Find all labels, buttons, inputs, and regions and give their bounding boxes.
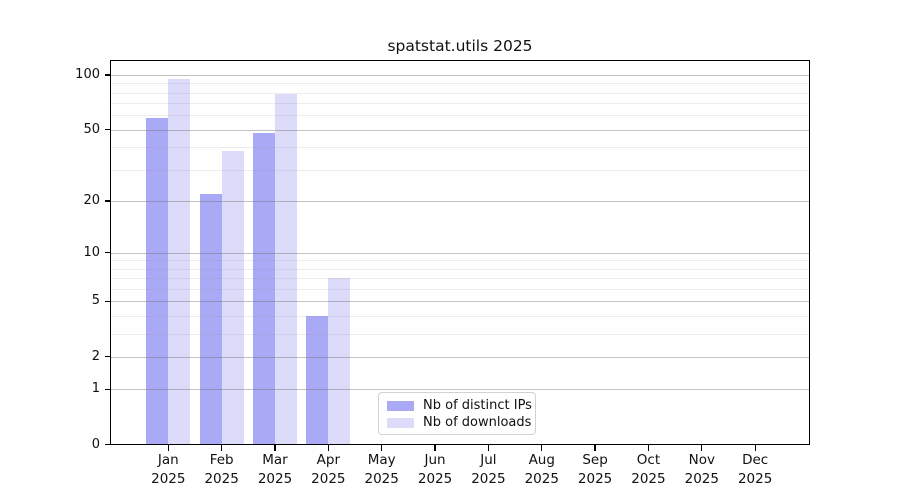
y-tick-label: 100 xyxy=(75,67,100,82)
bar-distinct-ips xyxy=(199,193,222,444)
y-major-gridline xyxy=(111,389,809,391)
x-tick-mark xyxy=(647,444,650,451)
x-tick-label: Jun 2025 xyxy=(417,452,453,487)
legend-label-distinct-ips: Nb of distinct IPs xyxy=(423,398,532,413)
x-tick-label: May 2025 xyxy=(364,452,399,487)
y-major-gridline xyxy=(111,75,809,77)
bar-downloads xyxy=(221,151,244,444)
y-tick-label: 2 xyxy=(91,348,100,364)
y-tick-mark xyxy=(104,444,111,446)
y-minor-gridline xyxy=(111,315,809,317)
y-major-gridline xyxy=(111,356,809,358)
legend-item-distinct-ips: Nb of distinct IPs xyxy=(387,397,532,414)
y-minor-gridline xyxy=(111,92,809,94)
y-tick-label: 10 xyxy=(83,244,100,260)
y-tick-label: 1 xyxy=(91,381,100,397)
legend-label-downloads: Nb of downloads xyxy=(423,415,532,430)
y-major-gridline xyxy=(111,129,809,131)
y-minor-gridline xyxy=(111,278,809,280)
bar-downloads xyxy=(168,79,191,444)
legend: Nb of distinct IPs Nb of downloads xyxy=(378,392,536,435)
x-tick-label: Dec 2025 xyxy=(737,452,773,487)
y-minor-gridline xyxy=(111,83,809,85)
y-tick-mark xyxy=(104,388,111,390)
x-tick-mark xyxy=(487,444,490,451)
y-minor-gridline xyxy=(111,115,809,117)
y-minor-gridline xyxy=(111,169,809,171)
x-tick-mark xyxy=(754,444,756,451)
x-tick-label: Jan 2025 xyxy=(151,452,186,487)
x-tick-mark xyxy=(327,444,329,451)
y-minor-gridline xyxy=(111,147,809,149)
y-minor-gridline xyxy=(111,288,809,290)
x-tick-mark xyxy=(274,444,276,451)
x-tick-label: Apr 2025 xyxy=(311,452,346,487)
x-tick-label: Aug 2025 xyxy=(524,452,559,487)
x-tick-mark xyxy=(434,444,436,451)
x-tick-mark xyxy=(167,444,169,451)
x-tick-mark xyxy=(221,444,223,451)
bar-downloads xyxy=(328,278,351,444)
x-tick-mark xyxy=(594,444,596,451)
y-minor-gridline xyxy=(111,333,809,335)
chart-title: spatstat.utils 2025 xyxy=(387,37,533,55)
x-tick-label: Sep 2025 xyxy=(577,452,613,487)
y-tick-label: 20 xyxy=(83,192,100,208)
y-major-gridline xyxy=(111,301,809,303)
y-tick-mark xyxy=(104,200,111,202)
y-tick-mark xyxy=(104,252,111,254)
x-tick-label: Nov 2025 xyxy=(684,452,719,487)
y-tick-mark xyxy=(104,356,111,358)
y-tick-mark xyxy=(104,74,111,76)
x-tick-mark xyxy=(381,444,383,451)
y-tick-label: 50 xyxy=(83,121,100,137)
bar-distinct-ips xyxy=(253,132,275,444)
y-major-gridline xyxy=(111,252,809,254)
y-tick-mark xyxy=(104,129,111,131)
x-tick-label: Mar 2025 xyxy=(257,452,293,487)
legend-item-downloads: Nb of downloads xyxy=(387,414,531,431)
y-tick-label: 0 xyxy=(91,436,100,452)
y-tick-mark xyxy=(104,300,111,302)
bar-distinct-ips xyxy=(146,118,169,444)
bar-distinct-ips xyxy=(306,315,329,444)
legend-swatch-downloads xyxy=(387,417,414,428)
x-tick-label: Oct 2025 xyxy=(631,452,666,487)
x-tick-label: Feb 2025 xyxy=(204,452,239,487)
y-tick-label: 5 xyxy=(91,293,100,309)
legend-swatch-distinct-ips xyxy=(387,400,414,411)
x-tick-label: Jul 2025 xyxy=(471,452,506,487)
bar-downloads xyxy=(275,93,297,444)
y-minor-gridline xyxy=(111,268,809,270)
x-tick-mark xyxy=(541,444,543,451)
y-major-gridline xyxy=(111,200,809,202)
x-tick-mark xyxy=(701,444,703,451)
y-minor-gridline xyxy=(111,103,809,105)
y-minor-gridline xyxy=(111,260,809,262)
